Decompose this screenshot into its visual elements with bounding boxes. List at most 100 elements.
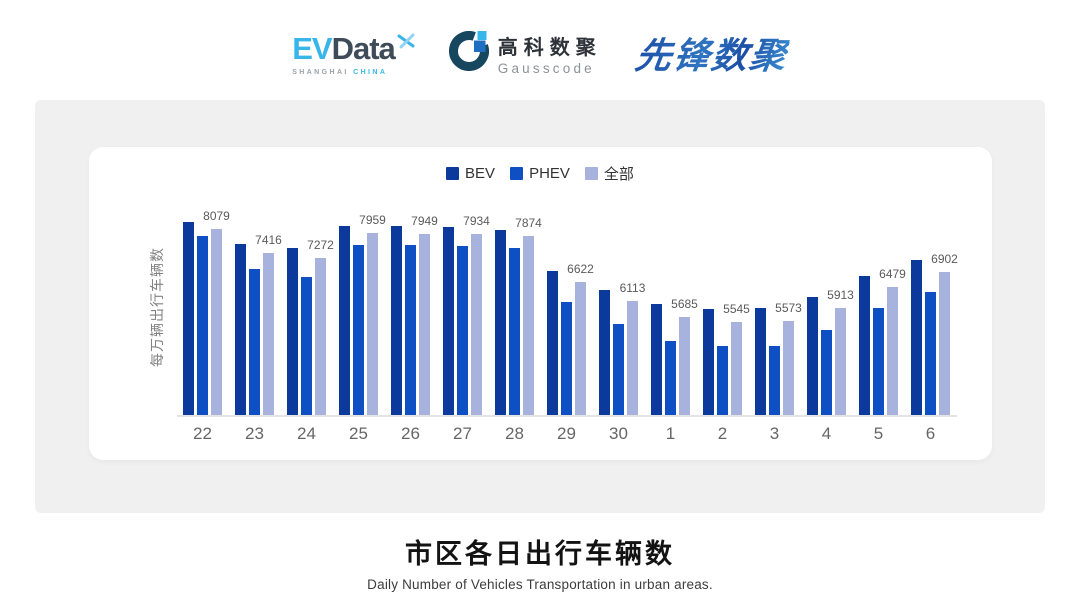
bar-group-27: 7934: [437, 197, 490, 415]
value-label: 7934: [463, 214, 490, 229]
legend-marker-PHEV: [510, 166, 524, 180]
evdata-logo-tagline: SHANGHAI CHINA: [292, 68, 388, 76]
bar-group-28: 7874: [489, 197, 542, 415]
value-label: 6113: [619, 280, 646, 295]
bar-BEV-29: [547, 271, 558, 415]
chart-legend: BEV PHEV 全部: [89, 147, 992, 183]
evdata-x-mark-icon: [397, 32, 417, 55]
bar-全部-1: [679, 316, 690, 415]
x-tick-label: 5: [873, 424, 884, 443]
x-tick-label: 26: [401, 424, 420, 443]
value-label: 7272: [307, 238, 334, 253]
bar-PHEV-2: [717, 345, 728, 415]
value-label: 5685: [671, 296, 698, 311]
bar-group-23: 7416: [229, 197, 282, 415]
bar-全部-30: [627, 300, 638, 415]
bar-group-2: 5545: [697, 197, 750, 415]
x-tick-label: 28: [505, 424, 524, 443]
bar-BEV-1: [651, 303, 662, 415]
value-label: 7874: [515, 216, 542, 231]
legend-label: 全部: [603, 165, 634, 183]
caption: 市区各日出行车辆数 Daily Number of Vehicles Trans…: [0, 532, 1080, 592]
bar-BEV-6: [911, 260, 922, 415]
x-tick-label: 25: [349, 424, 368, 443]
value-label: 5573: [775, 300, 802, 315]
bar-group-26: 7949: [385, 197, 438, 415]
bar-group-1: 5685: [645, 197, 698, 415]
bar-group-29: 6622: [541, 197, 594, 415]
bar-全部-24: [315, 258, 326, 415]
bar-全部-6: [939, 271, 950, 415]
x-tick-label: 1: [665, 424, 676, 443]
plot-area: 每万辆出行车辆数 8079 7416 7272 7959 7949 7934 7874 662…: [149, 197, 958, 444]
value-label: 8079: [203, 208, 230, 223]
bar-PHEV-26: [405, 245, 416, 415]
evdata-logo-ev-text: EV: [292, 30, 332, 66]
gausscode-en-text: Gausscode: [497, 60, 595, 76]
header-logos: EV Data SHANGHAI CHINA 高科数聚 Gausscode: [0, 0, 1080, 100]
bar-BEV-23: [235, 243, 246, 415]
legend-item-BEV[interactable]: BEV: [446, 165, 495, 182]
bar-BEV-2: [703, 309, 714, 415]
bar-group-4: 5913: [801, 197, 854, 415]
bar-全部-27: [471, 234, 482, 415]
chart-title: 市区各日出行车辆数: [405, 539, 675, 569]
bar-全部-23: [263, 253, 274, 415]
legend-marker-全部: [584, 166, 598, 180]
bar-全部-5: [887, 287, 898, 415]
bar-group-6: 6902: [905, 197, 958, 415]
x-axis-labels: 22 23 24 25 26 27 28 29 30 1 2 3 4 5 6: [177, 424, 957, 444]
bar-PHEV-25: [353, 244, 364, 415]
x-tick-label: 6: [925, 424, 936, 443]
bar-PHEV-24: [301, 277, 312, 415]
legend-marker-BEV: [446, 166, 460, 180]
value-label: 7949: [411, 213, 438, 228]
bar-全部-29: [575, 282, 586, 415]
x-tick-label: 22: [193, 424, 212, 443]
bar-BEV-5: [859, 276, 870, 415]
evdata-logo-data-text: Data: [331, 30, 396, 66]
x-tick-label: 3: [769, 424, 780, 443]
gausscode-logo: 高科数聚 Gausscode: [448, 30, 602, 76]
bar-全部-2: [731, 321, 742, 415]
bar-BEV-4: [807, 296, 818, 415]
bars-container: 8079 7416 7272 7959 7949 7934 7874 6622 6113 5685…: [176, 197, 958, 417]
bar-全部-25: [367, 233, 378, 415]
bar-全部-3: [783, 320, 794, 415]
chart-subtitle: Daily Number of Vehicles Transportation …: [367, 577, 713, 592]
bar-group-30: 6113: [593, 197, 645, 415]
value-label: 5545: [723, 301, 750, 316]
bar-BEV-27: [443, 226, 454, 415]
value-label: 6622: [567, 262, 594, 277]
xianfeng-logo: 先锋数聚: [632, 27, 791, 79]
bar-BEV-25: [339, 225, 350, 415]
bar-全部-4: [835, 308, 846, 415]
bar-PHEV-28: [509, 248, 520, 415]
value-label: 5913: [827, 288, 854, 303]
gausscode-cn-text: 高科数聚: [497, 36, 602, 59]
bar-PHEV-30: [613, 324, 624, 415]
value-label: 7416: [255, 233, 282, 248]
bar-BEV-24: [287, 247, 298, 415]
x-tick-label: 27: [453, 424, 472, 443]
x-tick-label: 29: [557, 424, 576, 443]
bar-BEV-26: [391, 225, 402, 415]
bar-group-5: 6479: [853, 197, 906, 415]
bar-group-22: 8079: [177, 197, 230, 415]
legend-label: BEV: [465, 164, 496, 182]
bar-PHEV-23: [249, 268, 260, 415]
y-axis-label: 每万辆出行车辆数: [148, 247, 165, 367]
x-tick-label: 30: [609, 424, 628, 443]
chart-panel: BEV PHEV 全部 每万辆出行车辆数 8079 7416 7272 7959 7949 7…: [35, 100, 1045, 513]
bar-PHEV-29: [561, 302, 572, 415]
bar-PHEV-3: [769, 345, 780, 415]
legend-item-PHEV[interactable]: PHEV: [510, 165, 570, 182]
x-tick-label: 23: [245, 424, 264, 443]
value-label: 6902: [931, 251, 958, 266]
bar-group-25: 7959: [333, 197, 386, 415]
bar-PHEV-6: [925, 291, 936, 415]
legend-item-全部[interactable]: 全部: [584, 163, 634, 184]
evdata-logo: EV Data SHANGHAI CHINA: [292, 31, 415, 76]
bar-PHEV-27: [457, 245, 468, 415]
bar-全部-22: [211, 228, 222, 415]
